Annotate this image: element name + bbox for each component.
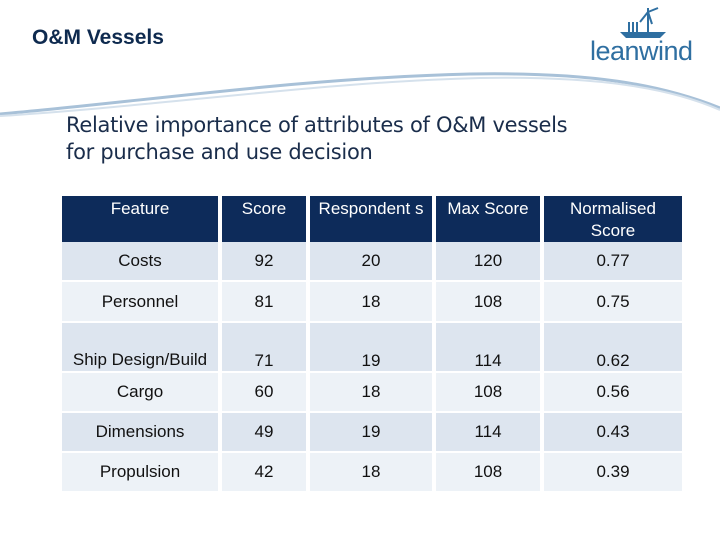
cell-normalised: 0.56: [544, 373, 682, 413]
cell-max-score: 120: [436, 242, 544, 282]
cell-score: 42: [222, 453, 310, 493]
cell-max-score: 108: [436, 453, 544, 493]
subtitle-line-2: for purchase and use decision: [66, 140, 373, 164]
cell-score: 92: [222, 242, 310, 282]
column-header-max-score: Max Score: [436, 196, 544, 242]
cell-respondents: 18: [310, 453, 436, 493]
cell-max-score: 114: [436, 413, 544, 453]
cell-normalised: 0.77: [544, 242, 682, 282]
cell-feature: Personnel: [62, 282, 222, 323]
cell-max-score: 114: [436, 323, 544, 373]
cell-max-score: 108: [436, 282, 544, 323]
header-swoosh-divider: [0, 72, 720, 117]
column-header-normalised-score: Normalised Score: [544, 196, 682, 242]
wind-turbine-ship-icon: [620, 7, 666, 38]
cell-feature: Costs: [62, 242, 222, 282]
cell-score: 81: [222, 282, 310, 323]
column-header-respondents: Respondent s: [310, 196, 436, 242]
cell-normalised: 0.43: [544, 413, 682, 453]
cell-normalised: 0.62: [544, 323, 682, 373]
cell-feature: Cargo: [62, 373, 222, 413]
cell-respondents: 18: [310, 282, 436, 323]
table-header-row: Feature Score Respondent s Max Score Nor…: [62, 196, 682, 242]
cell-respondents: 20: [310, 242, 436, 282]
table-row: Propulsion 42 18 108 0.39: [62, 453, 682, 493]
table-row: Personnel 81 18 108 0.75: [62, 282, 682, 323]
cell-feature: Ship Design/Build: [62, 323, 222, 373]
page-title: O&M Vessels: [32, 26, 164, 49]
subtitle-line-1: Relative importance of attributes of O&M…: [66, 113, 568, 137]
brand-logo-text: leanwind: [590, 36, 693, 66]
cell-respondents: 19: [310, 323, 436, 373]
cell-score: 49: [222, 413, 310, 453]
table-row: Cargo 60 18 108 0.56: [62, 373, 682, 413]
table-row: Ship Design/Build 71 19 114 0.62: [62, 323, 682, 373]
cell-normalised: 0.75: [544, 282, 682, 323]
cell-feature: Propulsion: [62, 453, 222, 493]
cell-feature: Dimensions: [62, 413, 222, 453]
attributes-table: Feature Score Respondent s Max Score Nor…: [62, 196, 682, 493]
column-header-score: Score: [222, 196, 310, 242]
cell-respondents: 19: [310, 413, 436, 453]
cell-normalised: 0.39: [544, 453, 682, 493]
cell-score: 60: [222, 373, 310, 413]
table-row: Dimensions 49 19 114 0.43: [62, 413, 682, 453]
cell-max-score: 108: [436, 373, 544, 413]
cell-score: 71: [222, 323, 310, 373]
cell-respondents: 18: [310, 373, 436, 413]
column-header-feature: Feature: [62, 196, 222, 242]
table-row: Costs 92 20 120 0.77: [62, 242, 682, 282]
subtitle: Relative importance of attributes of O&M…: [66, 112, 666, 166]
